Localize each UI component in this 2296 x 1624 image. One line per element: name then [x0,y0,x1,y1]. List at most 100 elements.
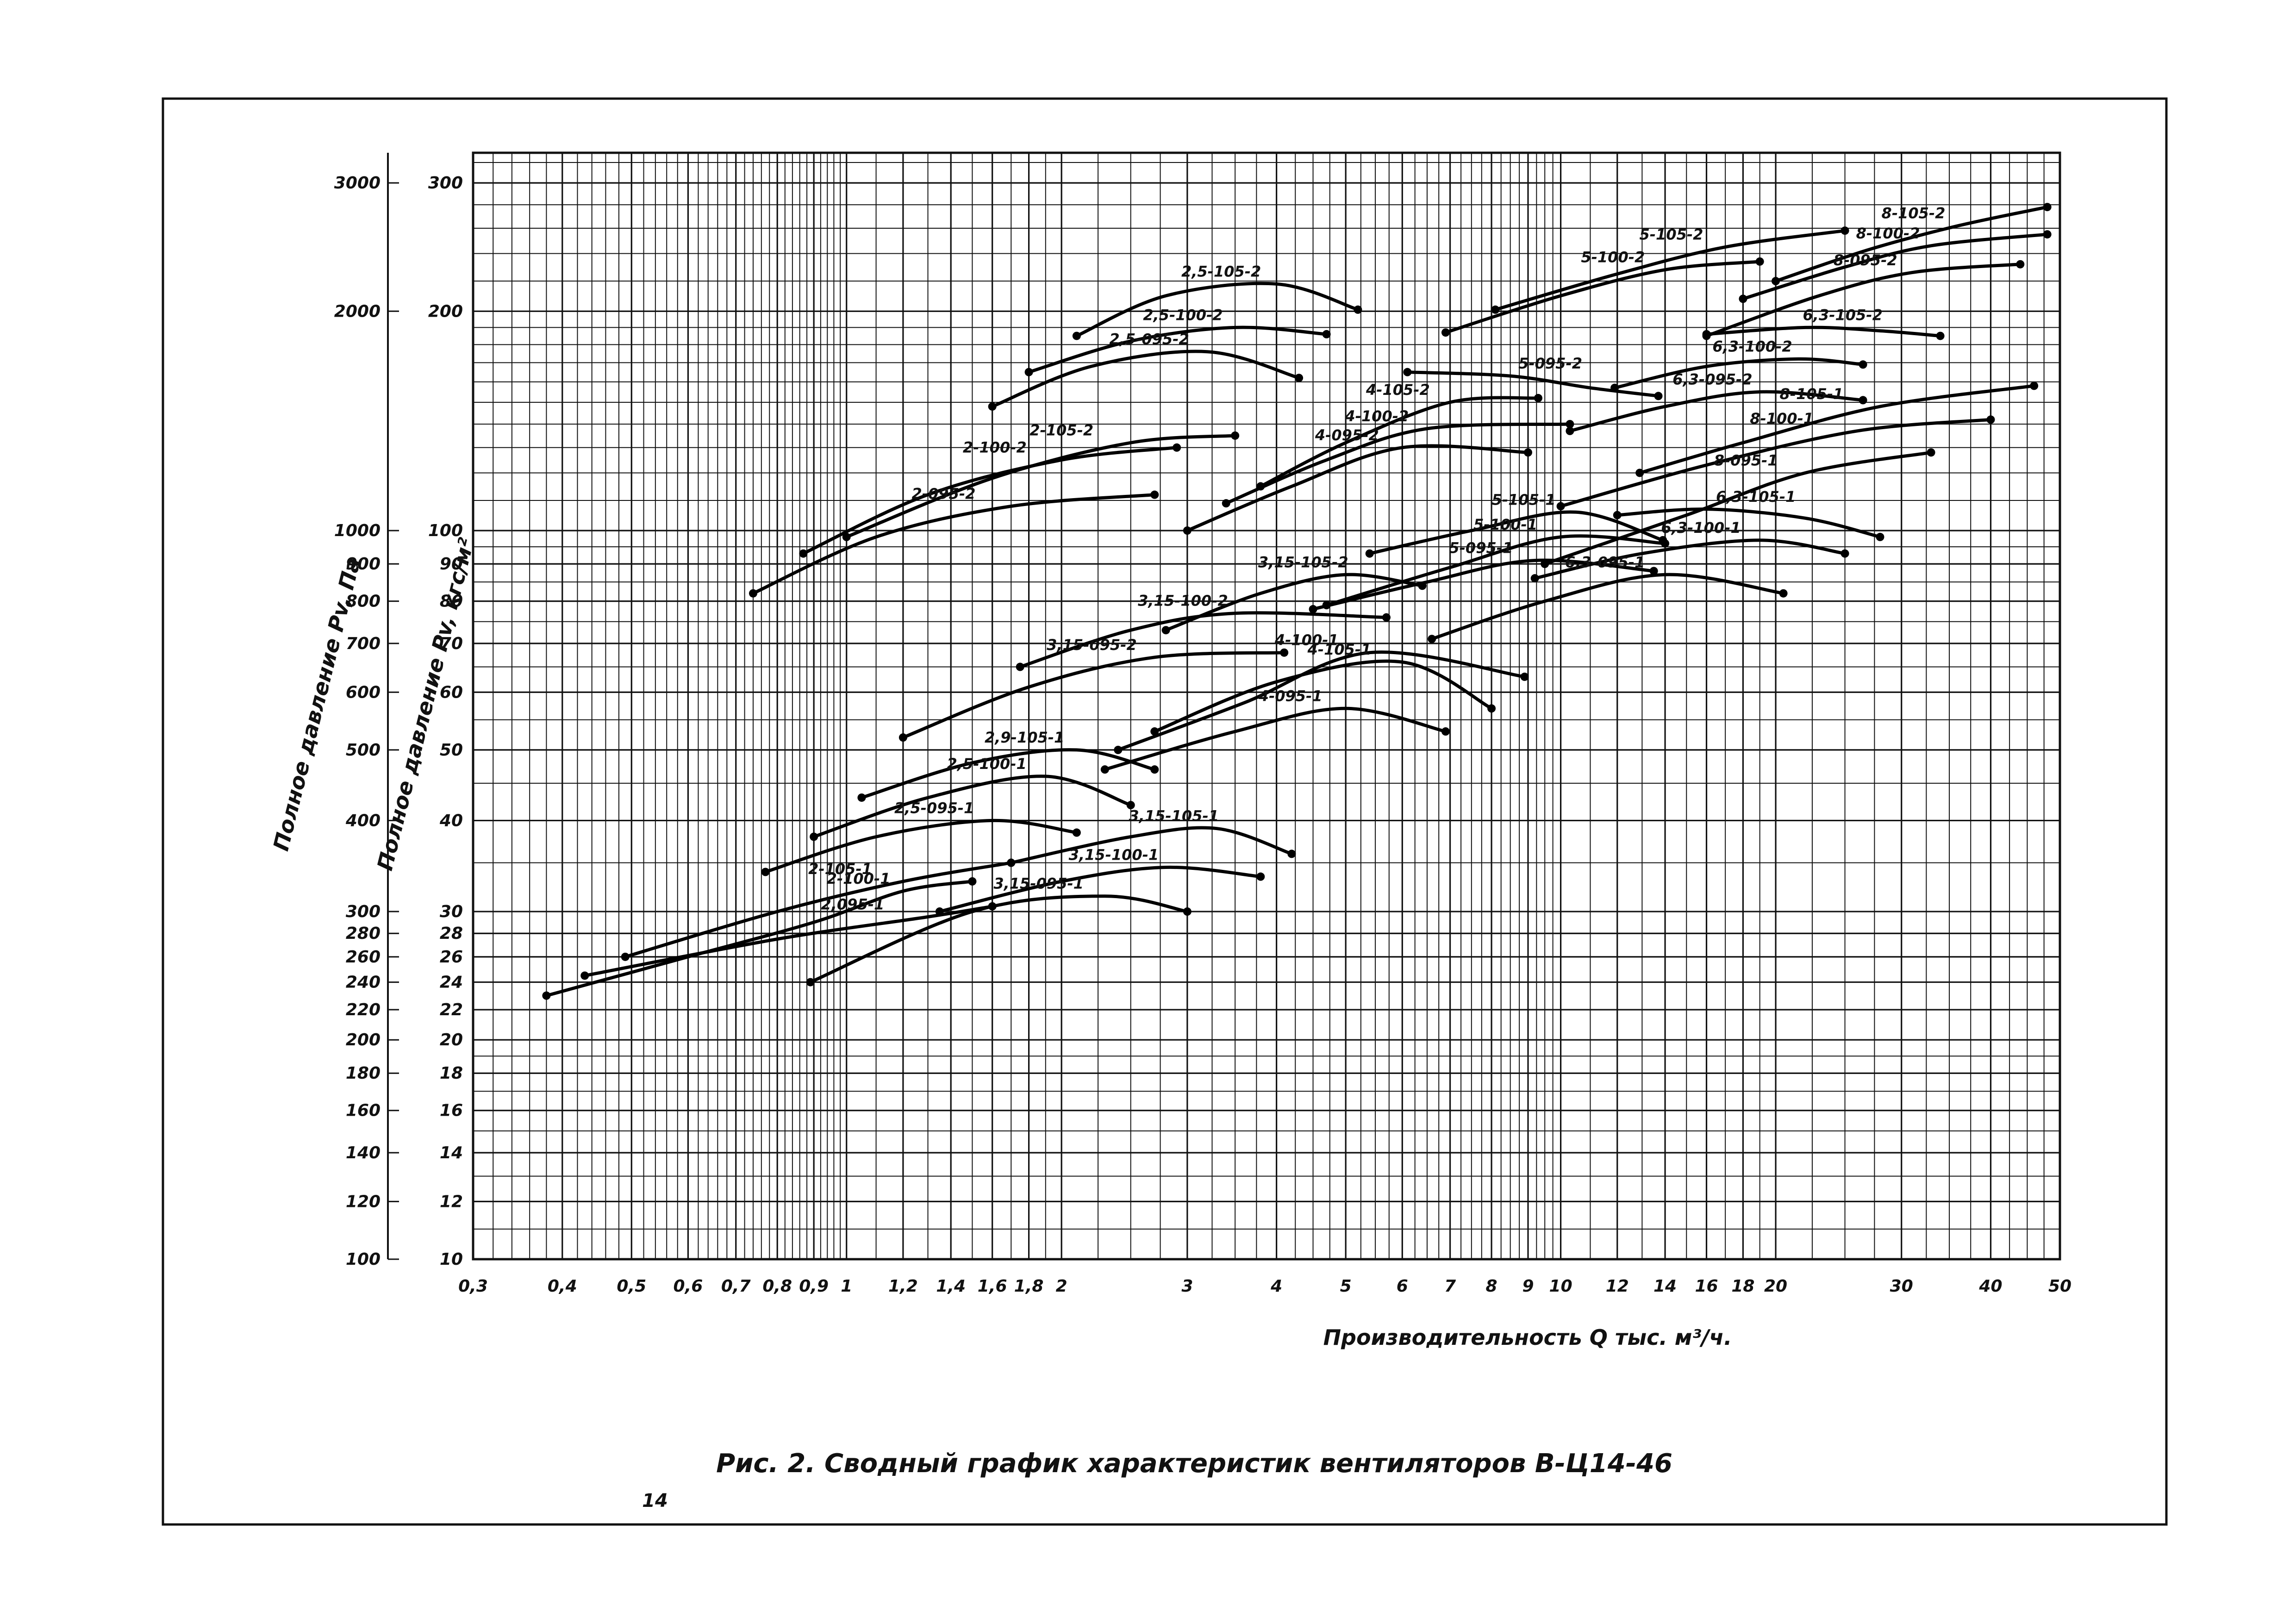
x-tick-label: 0,6 [674,1277,703,1296]
curve-start-dot [1114,745,1123,754]
page-frame [162,97,2168,1526]
y2-tick-label: 240 [346,973,381,992]
curve-label: 6,3-100-2 [1712,337,1792,355]
curve-2,5-095-2 [991,350,1301,408]
curve-2-105-2 [845,434,1237,539]
curve-start-dot [898,733,907,742]
curve-start-dot [1772,277,1780,286]
x-tick-label: 0,5 [617,1277,646,1296]
curve-8-105-1 [1638,384,2036,475]
curve-label: 3,15-095-2 [1047,636,1137,654]
curve-4-105-1 [1153,659,1493,733]
y2-tick-label: 2000 [334,302,381,321]
curve-end-dot [1927,448,1935,457]
y-tick-label: 22 [440,1000,463,1019]
x-tick-label: 9 [1522,1277,1534,1296]
y2-tick-label: 400 [345,811,381,830]
curve-end-dot [968,877,977,886]
y2-tick-label: 1000 [334,521,381,540]
curve-label: 2,5-105-2 [1181,262,1261,280]
curve-label: 2-095-2 [911,485,975,502]
y2-tick-label: 160 [346,1101,381,1120]
curve-8-100-1 [1559,418,1992,508]
curve-label: 2-100-2 [963,439,1027,456]
curve-end-dot [1280,648,1289,657]
curve-start-dot [1556,502,1565,511]
curve-3,15-095-2 [901,651,1286,739]
curve-end-dot [1382,613,1391,622]
page-number: 14 [642,1490,668,1512]
y2-tick-label: 300 [346,902,381,921]
curve-2-100-2 [801,446,1179,556]
curve-3,15-105-1 [1009,826,1293,865]
y-tick-label: 50 [440,741,463,760]
curve-label: 2,095-1 [821,896,884,913]
curve-end-dot [1859,360,1867,369]
curve-end-dot [1841,549,1849,558]
curve-end-dot [1150,490,1159,499]
x-tick-label: 0,4 [548,1277,577,1296]
y2-tick-label: 3000 [334,174,381,193]
curve-start-dot [810,832,818,841]
x-axis-title: Производительность Q тыс. м³/ч. [1323,1325,1732,1350]
plot-area-border [472,151,2061,1261]
curve-label: 4-095-1 [1258,687,1323,705]
x-tick-label: 0,3 [458,1277,488,1296]
curve-2,095-1 [583,905,994,977]
curve-8-095-2 [1705,262,2022,338]
curve-end-dot [1126,801,1135,810]
curve-label: 8-095-2 [1834,251,1897,269]
curve-end-dot [1779,589,1788,598]
curve-5-100-2 [1444,260,1762,334]
figure-caption: Рис. 2. Сводный график характеристик вен… [716,1449,1672,1479]
curve-label: 6,3-095-1 [1565,553,1645,571]
curve-start-dot [761,868,770,876]
curve-label: 4-105-2 [1366,381,1430,399]
curve-label: 5-105-1 [1492,491,1556,508]
curve-8-095-1 [1543,450,1933,566]
curve-end-dot [1841,226,1849,235]
curve-label: 2,5-100-2 [1143,306,1223,324]
curve-label: 8-105-1 [1780,385,1844,403]
curve-end-dot [1322,330,1331,338]
curve-label: 3,15-100-2 [1138,592,1228,610]
curve-end-dot [1755,257,1764,266]
curve-start-dot [580,971,589,980]
curve-label: 5-095-2 [1518,355,1582,372]
curve-label: 6,3-100-1 [1661,519,1741,537]
curve-start-dot [806,978,815,987]
curve-2-105-1 [624,861,1013,959]
curve-start-dot [1309,605,1317,613]
y-tick-label: 30 [440,902,463,921]
curve-2,9-105-1 [860,748,1156,800]
curve-end-dot [2030,381,2039,390]
curve-start-dot [1530,574,1539,583]
curve-label: 2,9-105-1 [985,729,1064,746]
curve-label: 4-100-1 [1274,631,1339,649]
y-tick-label: 100 [428,521,463,540]
curve-start-dot [1635,468,1644,477]
curve-2,5-100-2 [1027,325,1329,374]
x-tick-label: 0,8 [762,1277,792,1296]
curve-end-dot [1256,872,1265,881]
curve-2,5-100-1 [812,775,1133,838]
x-tick-label: 30 [1890,1277,1913,1296]
curve-end-dot [1523,448,1532,457]
x-tick-label: 6 [1397,1277,1408,1296]
y-tick-label: 16 [440,1101,463,1120]
curve-label: 4-095-2 [1315,426,1379,444]
curve-3,15-100-2 [1018,611,1388,668]
x-tick-label: 16 [1695,1277,1718,1296]
x-tick-label: 10 [1549,1277,1572,1296]
x-tick-label: 50 [2048,1277,2071,1296]
y2-tick-label: 600 [346,683,381,702]
y2-tick-label: 260 [346,948,381,967]
curve-6,3-105-2 [1705,325,1942,338]
x-tick-label: 5 [1340,1277,1352,1296]
curve-label: 5-095-1 [1449,539,1513,557]
curve-label: 4-100-2 [1344,407,1409,425]
curve-3,15-095-1 [809,894,1189,984]
y2-tick-label: 120 [346,1192,381,1211]
curve-end-dot [1287,849,1296,858]
curve-5-105-1 [1368,510,1665,556]
